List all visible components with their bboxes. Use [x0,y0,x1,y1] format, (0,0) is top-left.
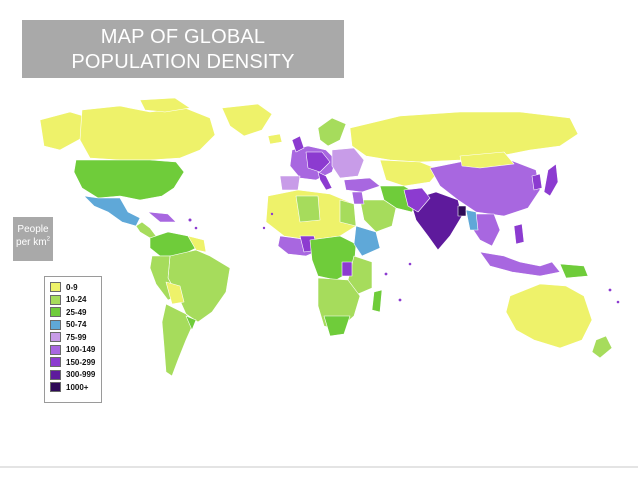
legend-item: 25-49 [50,306,101,319]
region-uruguay [185,315,197,331]
region-canada [79,105,216,161]
region-myanmar [465,209,479,231]
region-russia [349,111,579,163]
legend-item: 1000+ [50,381,101,394]
legend-swatch [50,344,61,355]
legend-swatch [50,357,61,368]
region-uk [291,135,305,153]
legend-label: 10-24 [66,295,87,305]
density-legend: 0-9 10-24 25-49 50-74 75-99 100-149 150-299 300… [44,276,102,403]
region-arabian-peninsula [359,199,397,233]
region-mongolia [459,151,515,169]
legend-swatch [50,307,61,318]
world-map-svg [39,97,620,377]
unit-per-km: per km [16,237,47,248]
region-canada-islands [139,97,191,113]
legend-label: 150-299 [66,357,96,367]
legend-label: 25-49 [66,307,87,317]
legend-item: 100-149 [50,344,101,357]
region-usa [73,159,185,201]
region-pakistan [403,187,431,213]
region-indonesia [479,251,561,277]
region-turkey [343,177,381,193]
legend-label: 50-74 [66,320,87,330]
unit-superscript: 2 [46,236,50,243]
small-islands [188,212,620,304]
world-map [0,96,638,466]
legend-swatch [50,319,61,330]
region-scandinavia [317,117,347,147]
legend-swatch [50,282,61,293]
legend-swatch [50,332,61,343]
region-new-zealand [591,335,613,359]
legend-item: 50-74 [50,319,101,332]
region-egypt [339,199,357,227]
legend-label: 75-99 [66,332,87,342]
region-ethiopia [353,225,381,257]
region-madagascar [371,289,383,313]
region-bangladesh [457,205,467,217]
slide-bottom-divider [0,466,638,468]
map-title-line-2: POPULATION DENSITY [71,51,295,73]
legend-swatch [50,294,61,305]
region-iberia [279,175,301,191]
region-philippines [513,223,525,245]
legend-label: 300-999 [66,370,96,380]
region-italy [317,171,333,191]
region-levant [351,191,365,205]
region-mexico [83,195,141,227]
region-greenland [221,103,273,137]
region-eastern-europe [331,147,365,179]
legend-item: 75-99 [50,331,101,344]
region-australia [505,283,593,349]
legend-swatch [50,382,61,393]
legend-item: 0-9 [50,281,101,294]
map-title-line-1: MAP OF GLOBAL [100,26,266,48]
region-japan [543,163,559,197]
region-central-europe [305,151,331,173]
legend-label: 1000+ [66,382,89,392]
density-unit-label: People per km2 [13,217,53,261]
unit-line-2: per km2 [13,236,53,249]
region-iceland [267,133,283,145]
region-great-lakes [341,261,353,277]
region-guianas [187,235,207,253]
region-korea [531,173,543,191]
region-caribbean [147,211,177,223]
legend-swatch [50,369,61,380]
legend-item: 150-299 [50,356,101,369]
region-papua [559,263,589,279]
region-central-asia [379,159,441,187]
unit-line-1: People [17,224,49,235]
region-libya-sudan [295,195,321,223]
region-bolivia [165,281,185,305]
region-central-america [135,221,157,239]
legend-label: 100-149 [66,345,96,355]
legend-item: 10-24 [50,294,101,307]
legend-label: 0-9 [66,282,78,292]
region-south-africa [323,315,351,337]
map-title-box: MAP OF GLOBAL POPULATION DENSITY [22,20,344,78]
legend-item: 300-999 [50,369,101,382]
